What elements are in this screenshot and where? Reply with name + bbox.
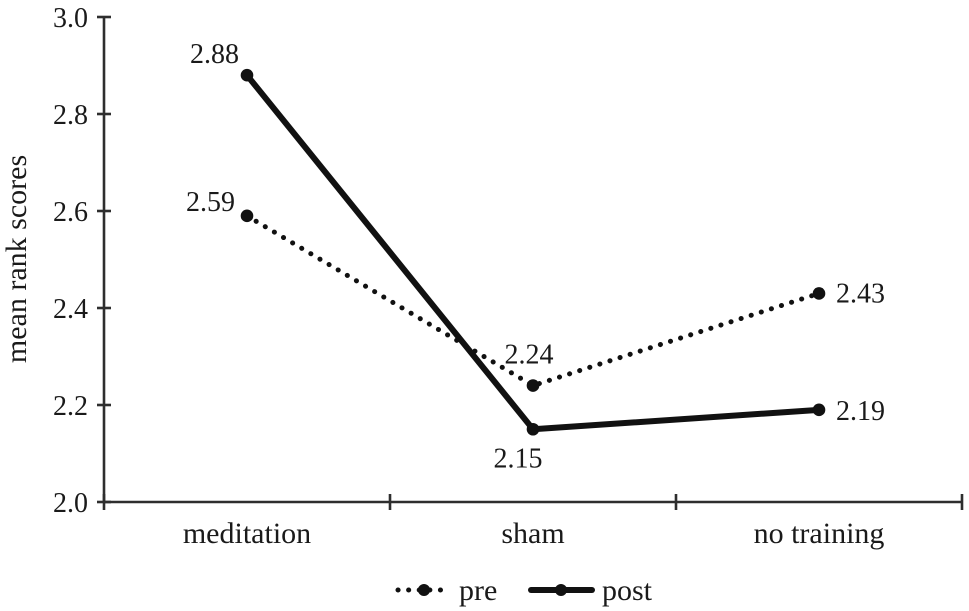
- x-category-label: no training: [754, 517, 885, 550]
- data-point-label-pre: 2.43: [836, 278, 885, 309]
- data-point-marker-post: [526, 422, 540, 436]
- series-line-post: [244, 72, 822, 433]
- data-point-label-post: 2.88: [190, 39, 239, 70]
- legend-post-label: post: [602, 574, 653, 607]
- y-axis-title: mean rank scores: [0, 155, 33, 363]
- data-point-marker-post: [240, 68, 254, 82]
- legend-pre-label: pre: [459, 574, 497, 607]
- data-point-marker-pre: [240, 209, 254, 223]
- data-point-label-pre: 2.24: [505, 340, 554, 371]
- data-point-marker-post: [812, 403, 826, 417]
- y-tick-label: 2.6: [53, 197, 88, 228]
- data-point-label-post: 2.19: [836, 396, 885, 427]
- legend-pre-marker: [418, 584, 430, 596]
- y-tick-label: 3.0: [53, 3, 88, 34]
- data-point-marker-pre: [526, 379, 540, 392]
- legend: pre post: [395, 574, 653, 607]
- data-point-marker-pre: [812, 287, 826, 300]
- y-tick-label: 2.8: [53, 100, 88, 131]
- legend-post-marker: [555, 584, 567, 596]
- x-category-label: sham: [501, 517, 564, 550]
- data-point-label-pre: 2.59: [186, 187, 235, 218]
- y-tick-label: 2.0: [53, 488, 88, 519]
- y-tick-label: 2.4: [53, 294, 88, 325]
- axes: 2.0 2.2 2.4 2.6 2.8 3.0 meditation sham no train…: [53, 3, 964, 550]
- data-point-label-post: 2.15: [494, 443, 543, 474]
- x-category-label: meditation: [183, 517, 311, 550]
- y-tick-label: 2.2: [53, 391, 88, 422]
- series-layer: 2.59 2.24 2.43 2.88 2.15 2.19: [186, 39, 885, 474]
